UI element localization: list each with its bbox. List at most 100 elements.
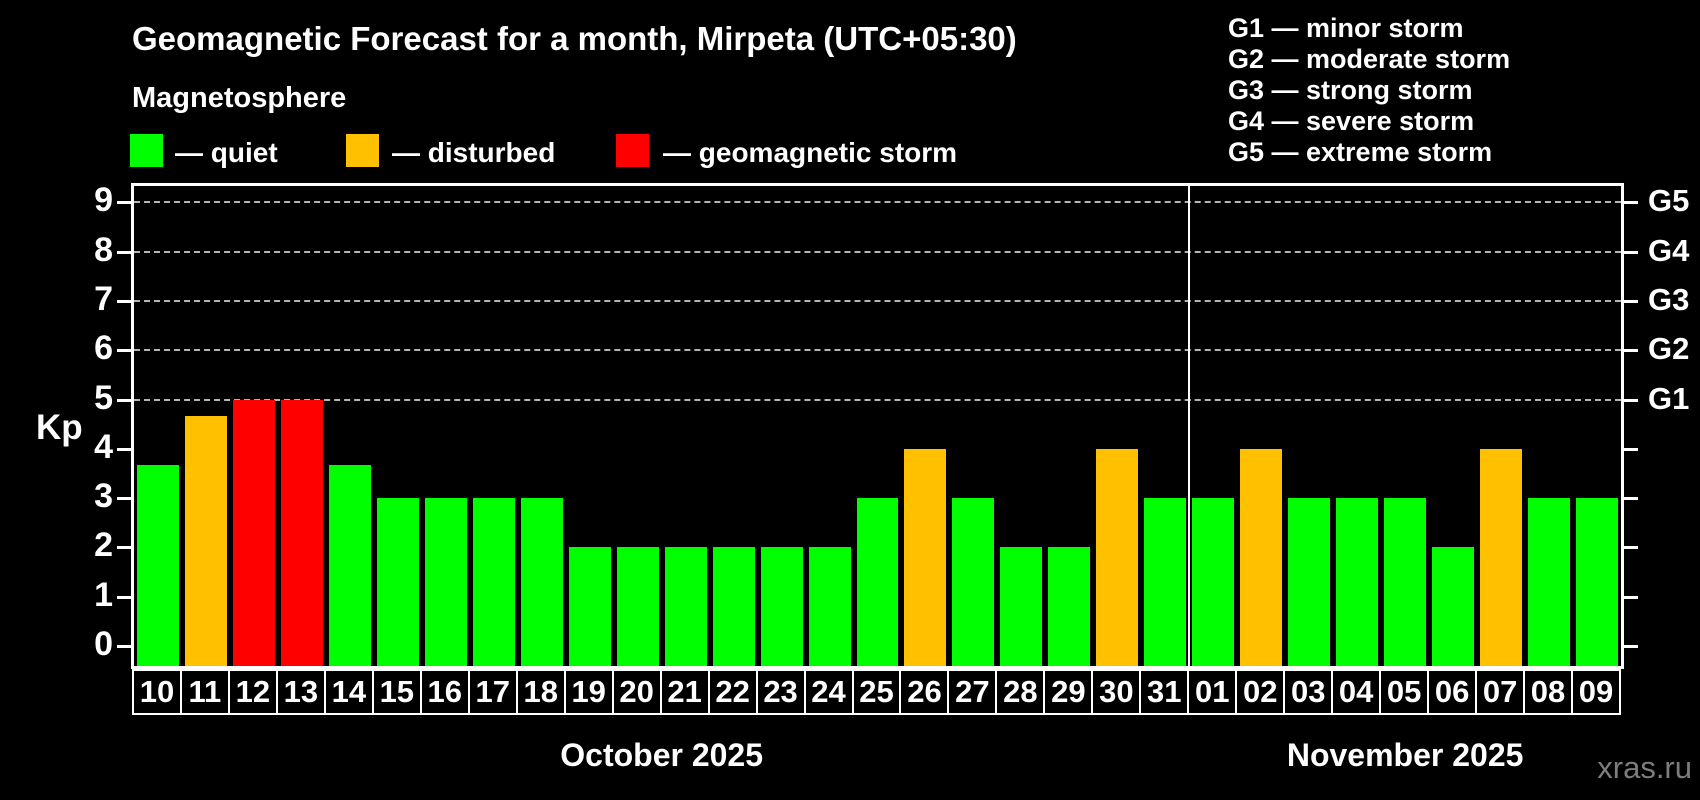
- bar-day-01: [1192, 498, 1235, 666]
- g-scale-label-g1: G1: [1648, 380, 1690, 416]
- day-label-27: 27: [947, 669, 998, 715]
- y-tick-label-3: 3: [94, 477, 113, 516]
- left-tick-kp9: [117, 201, 131, 205]
- day-label-05: 05: [1379, 669, 1430, 715]
- bar-day-12: [232, 399, 275, 666]
- legend-label-quiet: — quiet: [175, 137, 278, 168]
- bar-day-04: [1336, 498, 1379, 666]
- bar-day-08: [1528, 498, 1571, 666]
- y-axis-title: Kp: [36, 408, 83, 447]
- page-title: Geomagnetic Forecast for a month, Mirpet…: [132, 20, 1017, 57]
- bar-day-03: [1288, 498, 1331, 666]
- month-separator-line: [1188, 186, 1191, 666]
- bar-day-05: [1384, 498, 1427, 666]
- bar-day-09: [1576, 498, 1618, 666]
- y-tick-label-4: 4: [94, 427, 113, 466]
- g-scale-label-g4: G4: [1648, 232, 1690, 268]
- day-label-06: 06: [1427, 669, 1478, 715]
- bar-day-21: [664, 547, 707, 666]
- day-label-31: 31: [1139, 669, 1190, 715]
- legend-label-storm: — geomagnetic storm: [663, 137, 958, 168]
- gridline-kp5: [134, 398, 1621, 401]
- storm-scale-line-g2: G2 — moderate storm: [1228, 44, 1511, 74]
- legend-label-disturbed: — disturbed: [392, 137, 556, 168]
- y-tick-label-0: 0: [94, 625, 113, 663]
- month-label-october: October 2025: [560, 737, 764, 773]
- day-label-07: 07: [1475, 669, 1526, 715]
- magnetosphere-label: Magnetosphere: [132, 82, 347, 114]
- right-tick-kp7: [1624, 299, 1638, 303]
- bar-day-11: [184, 415, 227, 666]
- day-label-24: 24: [803, 669, 854, 715]
- bar-day-16: [424, 498, 467, 666]
- right-tick-kp6: [1624, 349, 1638, 353]
- left-tick-kp2: [117, 546, 131, 550]
- legend-swatch-storm: [616, 134, 649, 167]
- left-tick-kp5: [117, 398, 131, 402]
- month-label-november: November 2025: [1286, 737, 1524, 773]
- bar-day-20: [616, 547, 659, 666]
- day-label-20: 20: [611, 669, 662, 715]
- right-tick-kp8: [1624, 250, 1638, 254]
- day-label-22: 22: [707, 669, 758, 715]
- g-scale-label-g5: G5: [1648, 183, 1690, 219]
- g-scale-label-g2: G2: [1648, 331, 1690, 367]
- right-tick-kp3: [1624, 497, 1638, 501]
- right-tick-kp5: [1624, 398, 1638, 402]
- day-label-11: 11: [179, 669, 230, 715]
- left-tick-kp3: [117, 497, 131, 501]
- bar-day-02: [1240, 448, 1283, 666]
- y-tick-label-7: 7: [94, 279, 113, 318]
- y-tick-label-6: 6: [94, 329, 113, 368]
- storm-scale-line-g1: G1 — minor storm: [1228, 13, 1464, 43]
- day-label-09: 09: [1571, 669, 1621, 715]
- bar-day-26: [904, 448, 947, 666]
- day-label-02: 02: [1235, 669, 1286, 715]
- bar-day-30: [1096, 448, 1139, 666]
- day-label-16: 16: [419, 669, 470, 715]
- plot-area: [131, 183, 1624, 669]
- day-label-26: 26: [899, 669, 950, 715]
- day-label-19: 19: [563, 669, 614, 715]
- day-label-03: 03: [1283, 669, 1334, 715]
- storm-scale-line-g5: G5 — extreme storm: [1228, 137, 1493, 167]
- bar-day-19: [568, 547, 611, 666]
- day-label-12: 12: [227, 669, 278, 715]
- bar-day-07: [1480, 448, 1523, 666]
- gridline-kp7: [134, 299, 1621, 302]
- storm-scale-line-g4: G4 — severe storm: [1228, 106, 1475, 136]
- day-label-14: 14: [323, 669, 374, 715]
- storm-scale-legend: G1 — minor storm G2 — moderate storm G3 …: [1228, 13, 1510, 168]
- day-label-13: 13: [275, 669, 326, 715]
- legend-swatch-disturbed: [346, 134, 379, 167]
- right-tick-kp0: [1624, 645, 1638, 648]
- bar-day-25: [856, 498, 899, 666]
- y-tick-label-5: 5: [94, 378, 113, 417]
- gridline-kp9: [134, 201, 1621, 204]
- day-label-17: 17: [467, 669, 518, 715]
- day-label-15: 15: [371, 669, 422, 715]
- bar-day-18: [520, 498, 563, 666]
- day-label-18: 18: [515, 669, 566, 715]
- day-label-28: 28: [995, 669, 1046, 715]
- left-tick-kp4: [117, 447, 131, 451]
- bar-day-22: [712, 547, 755, 666]
- y-tick-label-2: 2: [94, 526, 113, 565]
- left-tick-kp1: [117, 595, 131, 599]
- day-label-08: 08: [1523, 669, 1574, 715]
- bar-day-10: [137, 465, 179, 666]
- left-tick-kp0: [117, 645, 131, 648]
- right-tick-kp9: [1624, 201, 1638, 205]
- day-label-10: 10: [132, 669, 182, 715]
- bar-day-23: [760, 547, 803, 666]
- right-tick-kp4: [1624, 447, 1638, 451]
- day-label-04: 04: [1331, 669, 1382, 715]
- day-label-25: 25: [851, 669, 902, 715]
- left-tick-kp6: [117, 349, 131, 353]
- bar-day-29: [1048, 547, 1091, 666]
- bar-day-27: [952, 498, 995, 666]
- bar-day-15: [376, 498, 419, 666]
- left-tick-kp7: [117, 299, 131, 303]
- bar-day-06: [1432, 547, 1475, 666]
- day-label-30: 30: [1091, 669, 1142, 715]
